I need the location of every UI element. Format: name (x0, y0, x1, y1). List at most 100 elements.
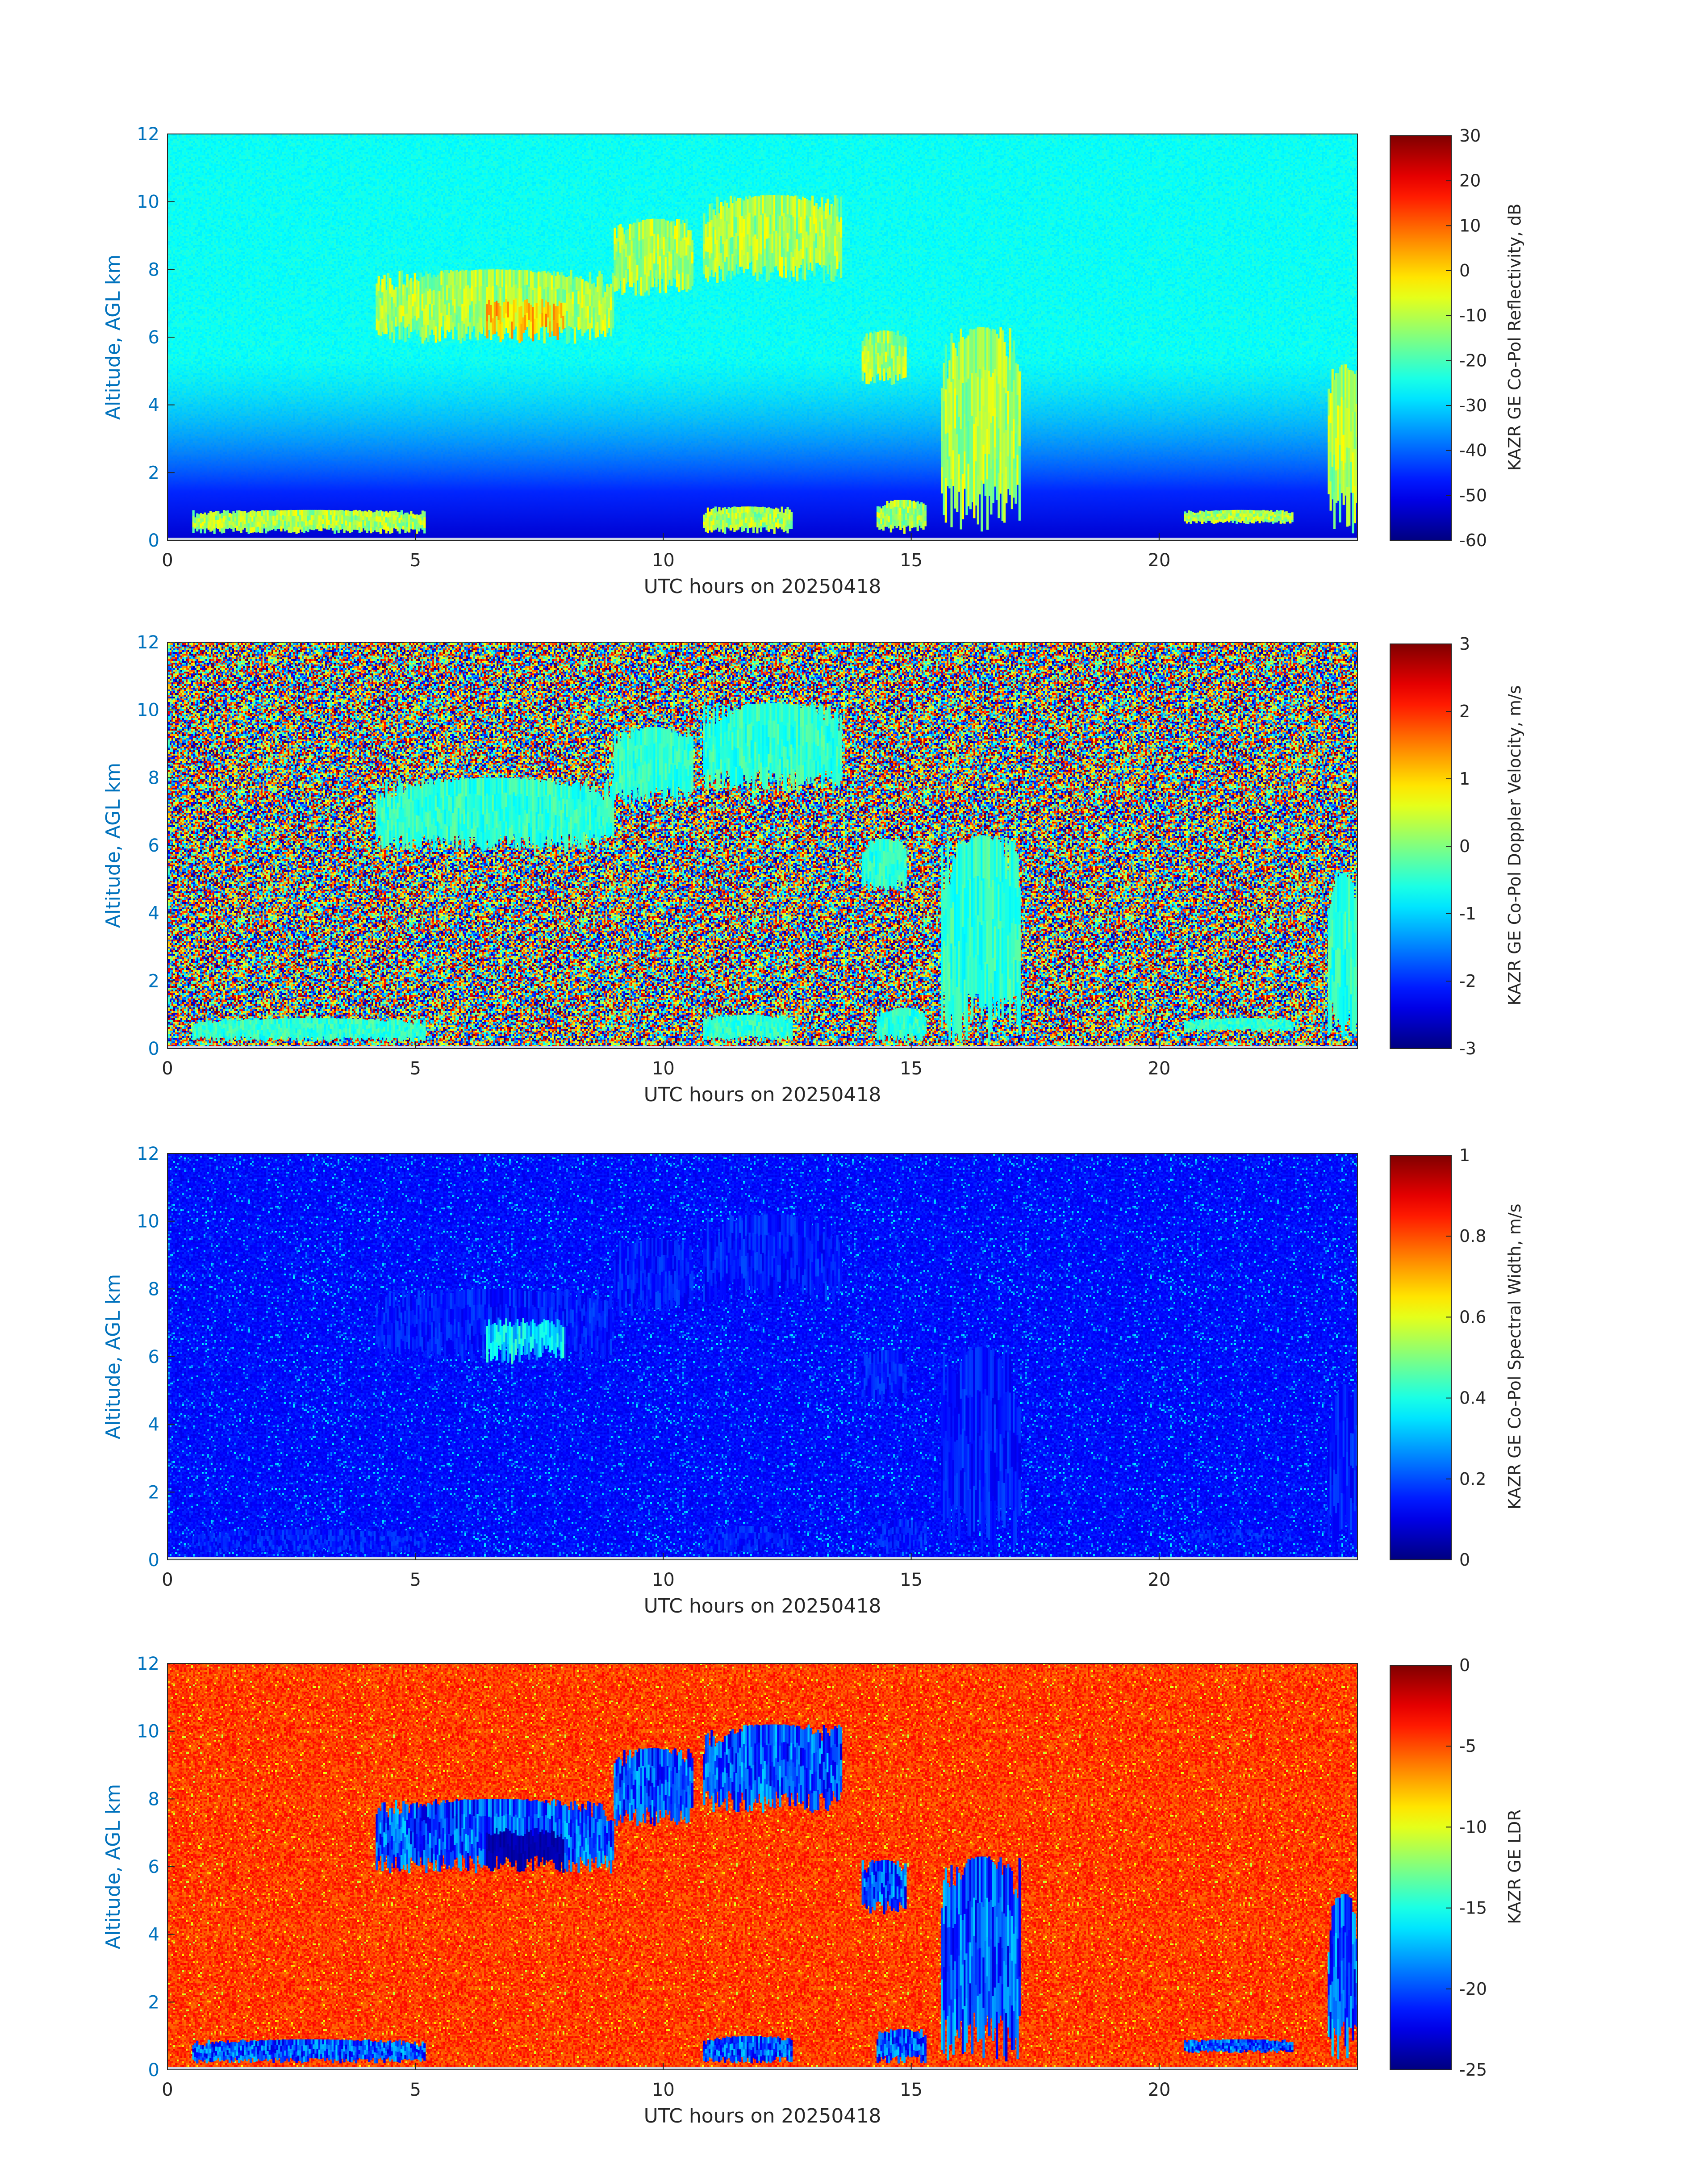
echo-cell (451, 305, 455, 323)
echo-cell (768, 259, 770, 281)
echo-cell (703, 258, 706, 274)
echo-cell (328, 1036, 330, 1042)
echo-cell (295, 1023, 298, 1028)
echo-cell (564, 302, 567, 316)
echo-cell (389, 830, 392, 843)
echo-cell (389, 517, 392, 523)
echo-cell (999, 881, 1002, 921)
echo-cell (642, 746, 645, 765)
echo-cell (1228, 513, 1231, 517)
echo-cell (995, 918, 998, 960)
echo-cell (205, 1034, 208, 1040)
echo-cell (903, 508, 906, 517)
echo-cell (881, 364, 884, 376)
echo-cell (360, 1032, 363, 1037)
echo-cell (421, 1035, 424, 1040)
echo-cell (898, 852, 901, 865)
echo-cell (535, 795, 538, 813)
echo-cell (303, 510, 305, 516)
echo-cell (373, 1020, 376, 1026)
echo-cell (240, 1024, 242, 1029)
echo-cell (501, 777, 504, 794)
echo-cell (518, 1343, 521, 1362)
echo-cell (478, 829, 481, 848)
echo-cell (1237, 1020, 1240, 1024)
echo-cell (861, 351, 864, 362)
echo-cell (705, 522, 707, 527)
echo-cell (916, 509, 919, 517)
echo-cell (507, 317, 509, 334)
echo-cell (1335, 949, 1338, 988)
echo-cell (800, 232, 802, 249)
echo-cell (621, 760, 624, 776)
echo-cell (459, 823, 462, 839)
echo-cell (503, 821, 506, 836)
echo-cell (649, 253, 652, 271)
echo-cell (451, 288, 455, 306)
echo-cell (270, 1033, 273, 1038)
echo-cell (956, 434, 959, 473)
echo-cell (714, 760, 717, 773)
echo-cell (807, 200, 810, 218)
echo-cell (236, 1020, 239, 1026)
echo-cell (706, 266, 710, 282)
echo-cell (316, 514, 319, 520)
echo-cell (969, 917, 972, 957)
echo-cell (775, 1017, 778, 1024)
echo-cell (576, 780, 578, 795)
echo-cell (878, 518, 881, 524)
y-axis-label: Altitude, AGL km (102, 763, 125, 928)
echo-cell (817, 761, 820, 777)
echo-cell (549, 778, 551, 795)
echo-cell (640, 276, 643, 296)
echo-cell (871, 852, 874, 864)
echo-cell (1254, 1027, 1257, 1030)
echo-cell (482, 1289, 485, 1307)
echo-cell (712, 508, 715, 514)
echo-cell (1353, 374, 1356, 412)
echo-cell (450, 797, 452, 812)
echo-cell (225, 1018, 227, 1024)
echo-cell (659, 274, 662, 293)
echo-cell (739, 747, 742, 766)
echo-cell (998, 383, 1000, 429)
echo-cell (779, 195, 781, 216)
echo-cell (790, 233, 793, 252)
echo-cell (943, 363, 945, 401)
echo-cell (1249, 1020, 1252, 1024)
echo-cell (998, 884, 1000, 929)
echo-cell (1285, 511, 1288, 514)
echo-cell (535, 288, 538, 304)
echo-cell (558, 275, 561, 288)
echo-cell (451, 1325, 455, 1341)
echo-cell (824, 234, 827, 251)
echo-cell (743, 722, 745, 740)
echo-cell (892, 1010, 894, 1017)
echo-cell (381, 292, 384, 306)
echo-cell (360, 516, 363, 522)
echo-cell (1197, 516, 1200, 519)
echo-cell (322, 1018, 325, 1024)
echo-cell (790, 764, 793, 784)
echo-cell (385, 1328, 388, 1345)
echo-cell (1266, 1024, 1269, 1028)
echo-cell (741, 708, 743, 729)
echo-cell (412, 1024, 414, 1029)
echo-cell (429, 1296, 432, 1311)
echo-cell (480, 285, 483, 302)
echo-cell (539, 286, 542, 301)
echo-cell (798, 705, 801, 725)
echo-cell (196, 526, 199, 532)
echo-cell (196, 513, 199, 518)
echo-cell (779, 1022, 781, 1029)
echo-cell (621, 227, 624, 245)
echo-cell (418, 1019, 420, 1025)
echo-cell (653, 263, 656, 279)
echo-cell (480, 795, 483, 814)
echo-cell (572, 303, 574, 317)
echo-cell (883, 368, 885, 381)
echo-cell (347, 526, 350, 531)
echo-cell (802, 725, 804, 746)
echo-cell (894, 344, 897, 355)
